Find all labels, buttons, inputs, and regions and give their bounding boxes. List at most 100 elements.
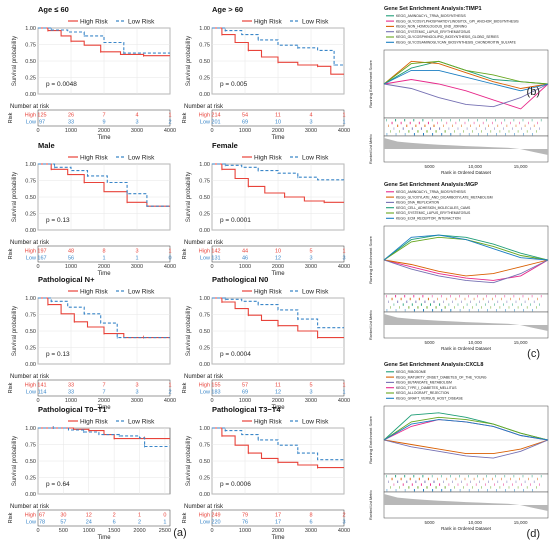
y-tick-label: 0.25 — [25, 76, 36, 82]
km-panel: Age ≤ 60 High Risk Low Risk 0.00 0.25 0.50 0.7… — [8, 5, 176, 141]
x-tick-label: 2000 — [272, 398, 284, 404]
gsea-running-score-line — [383, 416, 549, 441]
gsea-x-tick-label: 5000 — [425, 164, 436, 169]
gsea-legend-label: KEGG_TYPE_I_DIABETES_MELLITUS — [396, 386, 457, 390]
curve-low-risk — [212, 163, 344, 181]
risk-row-label-high: High — [25, 249, 36, 255]
panel-label-d: (d) — [527, 528, 540, 540]
x-tick-label: 4000 — [338, 264, 350, 270]
y-tick-label: 0.00 — [199, 492, 210, 498]
risk-count-low: 33 — [68, 120, 74, 126]
y-tick-label: 0.25 — [25, 476, 36, 482]
risk-count-high: 57 — [242, 383, 248, 389]
gsea-y-label-top: Running Enrichment Score — [368, 415, 373, 464]
x-tick-label: 0 — [36, 128, 39, 134]
gsea-x-label: Rank in Ordered Dataset — [441, 526, 492, 531]
risk-count-low: 1 — [135, 256, 138, 262]
y-tick-label: 0.25 — [199, 76, 210, 82]
legend-label-high: High Risk — [80, 289, 109, 296]
km-title: Female — [212, 141, 238, 150]
y-axis-label: Survival probability — [186, 436, 192, 486]
risk-count-low: 2 — [138, 520, 141, 526]
risk-table-box — [211, 509, 345, 527]
risk-table-box — [211, 379, 345, 397]
gsea-title: Gene Set Enrichment Analysis:CXCL8 — [384, 362, 483, 368]
x-tick-label: 1000 — [65, 264, 77, 270]
gsea-y-label-top: Running Enrichment Score — [368, 235, 373, 284]
km-title: Pathological N0 — [212, 275, 268, 284]
gsea-hit-area — [383, 473, 549, 493]
gsea-panel: Gene Set Enrichment Analysis:TIMP1 KEGG_A… — [368, 6, 549, 175]
risk-count-low: 3 — [309, 120, 312, 126]
risk-row-label-low: Low — [26, 390, 36, 396]
risk-count-high: 7 — [102, 113, 105, 119]
y-tick-label: 0.00 — [199, 92, 210, 98]
gsea-legend-label: KEGG_ECM_RECEPTOR_INTERACTION — [396, 217, 461, 221]
gsea-legend-label: KEGG_BUTANOATE_METABOLISM — [396, 381, 452, 385]
km-legend: High Risk Low Risk — [68, 419, 155, 426]
gsea-panel: Gene Set Enrichment Analysis:CXCL8 KEGG_R… — [368, 362, 549, 531]
km-title: Pathological T3−T4 — [212, 405, 281, 414]
risk-count-high: 1 — [342, 249, 345, 255]
risk-count-low: 167 — [37, 256, 46, 262]
y-axis-label: Survival probability — [12, 436, 18, 486]
risk-table-title: Number at risk — [184, 104, 224, 110]
y-axis-label: Survival probability — [12, 172, 18, 222]
gsea-legend-label: KEGG_SYSTEMIC_LUPUS_ERYTHEMATOSUS — [396, 30, 471, 34]
x-axis-label: Time — [97, 535, 111, 541]
risk-count-low: 0 — [168, 256, 171, 262]
risk-count-high: 249 — [211, 513, 220, 519]
risk-count-high: 1 — [168, 113, 171, 119]
gsea-legend: KEGG_AMINOACYL_TRNA_BIOSYNTHESISKEGG_GLY… — [386, 14, 519, 45]
risk-side-label: Risk — [8, 248, 14, 259]
legend-label-low: Low Risk — [128, 419, 155, 426]
risk-count-high: 8 — [309, 513, 312, 519]
gsea-legend-label: KEGG_CELL_ADHESION_MOLECULES_CAMS — [396, 206, 471, 210]
y-tick-label: 0.50 — [199, 459, 210, 465]
y-tick-label: 0.75 — [25, 313, 36, 319]
risk-count-low: 69 — [242, 120, 248, 126]
curve-high-risk — [38, 27, 170, 57]
gsea-legend: KEGG_RIBOSOMEKEGG_MATURITY_ONSET_DIABETE… — [386, 370, 487, 401]
y-tick-label: 0.00 — [199, 362, 210, 368]
legend-label-high: High Risk — [80, 155, 109, 162]
risk-side-label: Risk — [8, 512, 14, 523]
risk-count-low: 3 — [342, 256, 345, 262]
km-title: Age > 60 — [212, 5, 243, 14]
y-axis-label: Survival probability — [186, 36, 192, 86]
y-tick-label: 0.25 — [25, 212, 36, 218]
km-panel: Pathological T0−T1 High Risk Low Risk 0.00 0… — [8, 405, 171, 541]
risk-table-title: Number at risk — [10, 504, 50, 510]
risk-count-low: 1 — [342, 120, 345, 126]
x-tick-label: 1000 — [83, 528, 95, 534]
gsea-running-score-line — [383, 259, 549, 284]
risk-count-high: 5 — [309, 249, 312, 255]
risk-side-label: Risk — [8, 112, 14, 123]
gsea-legend-label: KEGG_ALLOGRAFT_REJECTION — [396, 391, 449, 395]
gsea-x-tick-label: 10,000 — [468, 340, 482, 345]
km-panel: Male High Risk Low Risk 0.00 0.25 0.50 0.75 1.0… — [8, 141, 176, 277]
y-tick-label: 1.00 — [199, 426, 210, 432]
km-legend: High Risk Low Risk — [68, 289, 155, 296]
risk-count-low: 24 — [86, 520, 92, 526]
risk-count-high: 30 — [60, 513, 66, 519]
y-tick-label: 0.00 — [199, 228, 210, 234]
legend-label-low: Low Risk — [302, 155, 329, 162]
risk-count-high: 10 — [275, 249, 281, 255]
gsea-legend-label: KEGG_GLYCOSYLPHOSPHATIDYLINOSITOL_GPI_AN… — [396, 19, 519, 23]
y-tick-label: 0.00 — [25, 492, 36, 498]
risk-count-low: 12 — [275, 390, 281, 396]
y-tick-label: 0.75 — [25, 43, 36, 49]
y-tick-label: 1.00 — [199, 296, 210, 302]
x-tick-label: 3000 — [305, 128, 317, 134]
y-axis-label: Survival probability — [186, 172, 192, 222]
curve-high-risk — [38, 297, 170, 339]
p-value: p = 0.13 — [46, 217, 70, 224]
curve-low-risk — [38, 427, 170, 448]
gsea-x-tick-label: 15,000 — [514, 520, 528, 525]
km-title: Age ≤ 60 — [38, 5, 69, 14]
risk-row-label-low: Low — [26, 256, 36, 262]
risk-table-title: Number at risk — [10, 374, 50, 380]
risk-count-high: 4 — [309, 113, 312, 119]
